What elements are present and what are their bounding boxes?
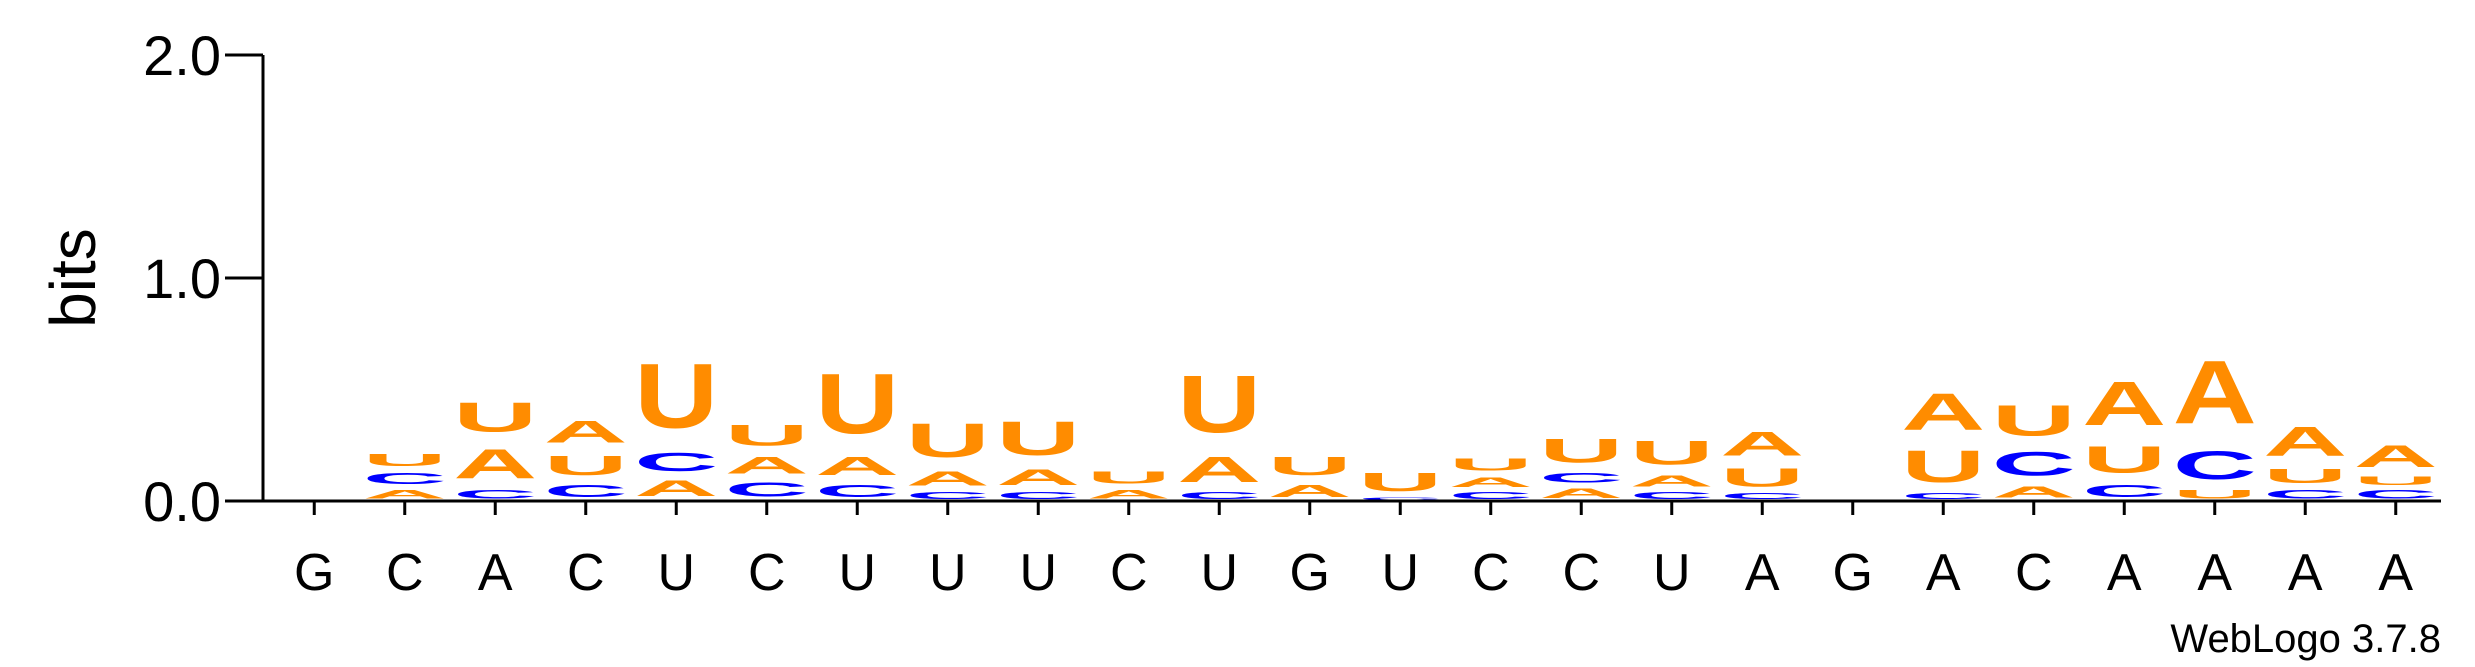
logo-letter-A: A xyxy=(815,452,899,481)
logo-letter-U: U xyxy=(906,414,990,467)
position-label: U xyxy=(1381,544,1419,602)
logo-letter-C: C xyxy=(725,478,809,500)
logo-letter-C: C xyxy=(363,470,447,488)
logo-letter-C: C xyxy=(815,481,899,501)
logo-letter-C: C xyxy=(1992,445,2076,483)
position-label: A xyxy=(2107,544,2142,602)
position-label: A xyxy=(2378,544,2413,602)
logo-letter-U: U xyxy=(363,450,447,470)
position-label: C xyxy=(567,544,605,602)
position-label: A xyxy=(2197,544,2232,602)
logo-letter-A: A xyxy=(2082,369,2166,438)
logo-letter-U: U xyxy=(1901,441,1985,492)
logo-letter-U: U xyxy=(544,449,628,480)
logo-letter-C: C xyxy=(634,447,718,476)
weblogo-credit: WebLogo 3.7.8 xyxy=(2170,617,2441,661)
logo-letter-A: A xyxy=(1268,481,1352,501)
logo-letter-C: C xyxy=(996,490,1080,501)
logo-letter-A: A xyxy=(1901,383,1985,441)
logo-letter-C: C xyxy=(1177,490,1261,501)
logo-letter-U: U xyxy=(2082,439,2166,481)
logo-letter-C: C xyxy=(453,488,537,501)
position-label: G xyxy=(1290,544,1330,602)
logo-letter-C: C xyxy=(544,481,628,501)
logo-letter-U: U xyxy=(1630,434,1714,472)
logo-letter-A: A xyxy=(1449,474,1533,490)
logo-letter-A: A xyxy=(1087,488,1171,501)
logo-letter-C: C xyxy=(1449,490,1533,501)
logo-letter-C: C xyxy=(2263,488,2347,501)
position-label: A xyxy=(2288,544,2323,602)
logo-letter-U: U xyxy=(634,345,718,447)
position-label: G xyxy=(294,544,334,602)
position-label: U xyxy=(657,544,695,602)
logo-letter-U: U xyxy=(1268,452,1352,481)
logo-letter-U: U xyxy=(2263,465,2347,487)
logo-letter-U: U xyxy=(2173,488,2257,501)
position-label: A xyxy=(478,544,513,602)
logo-letter-A: A xyxy=(1720,425,1804,463)
logo-letter-U: U xyxy=(725,418,809,451)
logo-letter-A: A xyxy=(2354,439,2438,474)
position-label: U xyxy=(929,544,967,602)
logo-letter-A: A xyxy=(725,452,809,479)
logo-letter-U: U xyxy=(815,356,899,452)
logo-letter-A: A xyxy=(453,441,537,488)
logo-letter-A: A xyxy=(2173,342,2257,442)
logo-letter-C: C xyxy=(906,490,990,501)
logo-letter-U: U xyxy=(1449,454,1533,474)
position-label: U xyxy=(1200,544,1238,602)
logo-letter-C: C xyxy=(1901,492,1985,501)
position-label: C xyxy=(1562,544,1600,602)
logo-letter-U: U xyxy=(1720,463,1804,492)
y-tick-label: 2.0 xyxy=(143,24,221,87)
logo-letter-U: U xyxy=(1539,432,1623,470)
position-label: G xyxy=(1833,544,1873,602)
logo-letter-A: A xyxy=(996,465,1080,490)
logo-letter-A: A xyxy=(1539,485,1623,501)
logo-letter-C: C xyxy=(1358,497,1442,501)
position-label: U xyxy=(1019,544,1057,602)
logo-letter-U: U xyxy=(453,394,537,441)
position-label: U xyxy=(1653,544,1691,602)
logo-letter-A: A xyxy=(2263,418,2347,465)
y-tick-label: 0.0 xyxy=(143,470,221,533)
position-label: C xyxy=(1472,544,1510,602)
logo-letter-C: C xyxy=(1720,492,1804,501)
position-label: C xyxy=(1110,544,1148,602)
position-label: C xyxy=(386,544,424,602)
logo-letter-A: A xyxy=(1177,450,1261,490)
logo-letter-U: U xyxy=(996,412,1080,465)
position-label: C xyxy=(2015,544,2053,602)
logo-letter-C: C xyxy=(1539,470,1623,486)
position-label: U xyxy=(838,544,876,602)
logo-letter-C: C xyxy=(2354,488,2438,501)
logo-letter-A: A xyxy=(544,414,628,449)
position-label: C xyxy=(748,544,786,602)
logo-letter-A: A xyxy=(363,488,447,501)
logo-letter-A: A xyxy=(906,467,990,489)
y-tick-label: 1.0 xyxy=(143,247,221,310)
logo-letter-A: A xyxy=(1630,472,1714,490)
position-label: A xyxy=(1926,544,1961,602)
logo-letter-C: C xyxy=(2082,481,2166,501)
logo-letter-C: C xyxy=(1630,490,1714,501)
logo-letter-U: U xyxy=(1177,359,1261,450)
logo-letter-A: A xyxy=(1992,483,2076,501)
y-axis-ticks: 0.0 1.0 2.0 xyxy=(143,24,263,533)
logo-letter-U: U xyxy=(1087,468,1171,488)
logo-letter-A: A xyxy=(634,476,718,501)
logo-letter-U: U xyxy=(1358,467,1442,496)
logo-letter-C: C xyxy=(2173,443,2257,487)
logo-letter-U: U xyxy=(2354,474,2438,487)
y-axis-label: bits xyxy=(37,228,109,328)
logo-letter-U: U xyxy=(1992,396,2076,445)
position-label: A xyxy=(1745,544,1780,602)
